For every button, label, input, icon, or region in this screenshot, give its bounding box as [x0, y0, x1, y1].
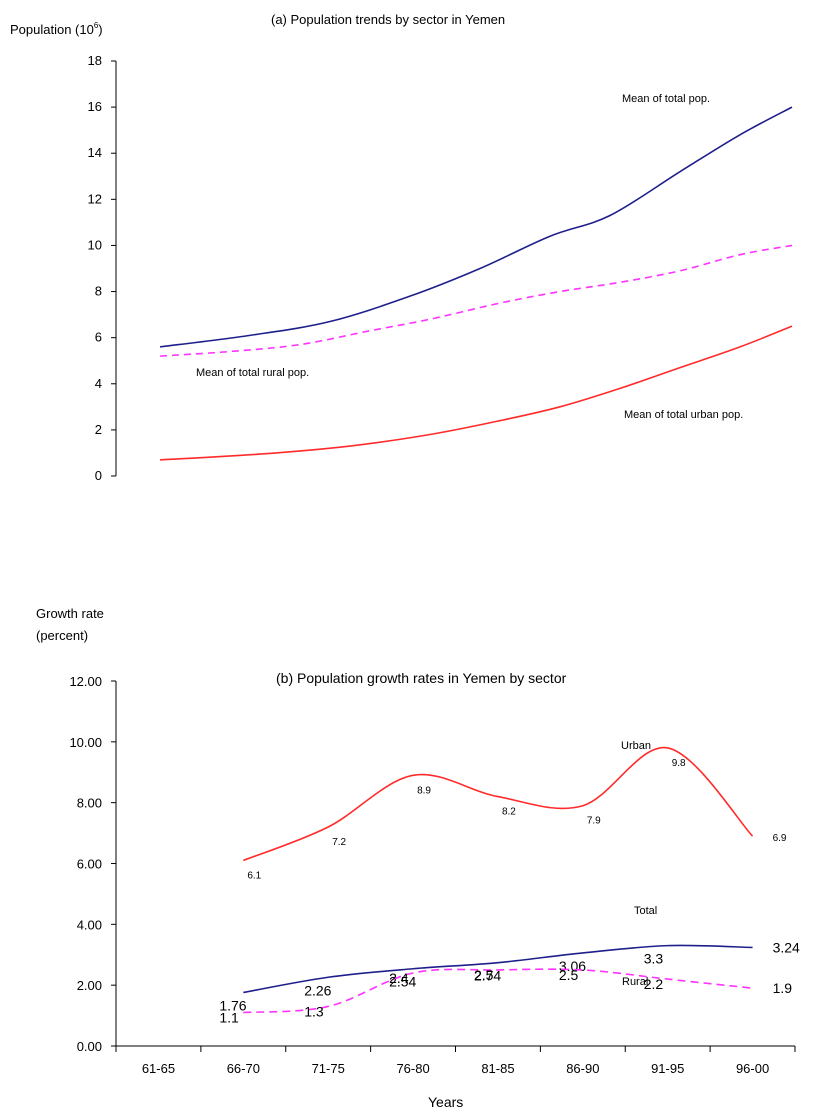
chart-b-data-label: 2.5 — [474, 967, 494, 983]
chart-a-ytick-label: 14 — [88, 145, 102, 160]
chart-b-data-label: 3.24 — [773, 939, 800, 955]
chart-b-ytick-label: 0.00 — [77, 1039, 102, 1054]
chart-b-xtick-label: 71-75 — [312, 1061, 345, 1076]
chart-b-label-rural: Rural — [622, 976, 648, 988]
chart-b-data-label: 1.1 — [219, 1010, 239, 1026]
chart-b-xtick-label: 91-95 — [651, 1061, 684, 1076]
chart-a-ytick-label: 12 — [88, 191, 102, 206]
chart-b-data-label: 1.76 — [219, 997, 246, 1013]
chart-b-data-label: 8.9 — [417, 785, 431, 796]
chart-b-xtick-label: 81-85 — [481, 1061, 514, 1076]
chart-a-ytick-label: 0 — [95, 468, 102, 483]
chart-b-data-label: 2.26 — [304, 982, 331, 998]
chart-b-data-label: 1.3 — [304, 1003, 324, 1019]
chart-a-ytick-label: 8 — [95, 284, 102, 299]
chart-b-data-label: 2.2 — [644, 976, 664, 992]
chart-b-xtick-label: 76-80 — [396, 1061, 429, 1076]
chart-b-series-line — [243, 944, 753, 994]
chart-b-data-label: 2.4 — [389, 970, 409, 986]
chart-b-ylabel-line2: (percent) — [36, 628, 88, 643]
chart-a-ytick-label: 16 — [88, 99, 102, 114]
chart-a-ytick-label: 4 — [95, 376, 102, 391]
chart-a-title: (a) Population trends by sector in Yemen — [271, 12, 505, 27]
chart-b-data-label: 2.74 — [474, 968, 501, 984]
chart-a-ylabel: Population (106) — [10, 21, 103, 37]
chart-a-series-line — [159, 244, 793, 357]
chart-a-label-total: Mean of total pop. — [622, 93, 710, 105]
chart-b-data-label: 2.5 — [559, 967, 579, 983]
chart-b-ylabel-line1: Growth rate — [36, 606, 104, 621]
chart-b-label-total: Total — [634, 905, 657, 917]
chart-a-ytick-label: 10 — [88, 237, 102, 252]
chart-b-ytick-label: 6.00 — [77, 857, 102, 872]
chart-b-data-label: 7.9 — [587, 816, 601, 827]
chart-b-ytick-label: 12.00 — [69, 674, 102, 689]
chart-b-ytick-label: 2.00 — [77, 978, 102, 993]
chart-b-data-label: 6.1 — [247, 870, 261, 881]
chart-a-series-line — [159, 106, 793, 348]
chart-b-ytick-label: 10.00 — [69, 735, 102, 750]
chart-b-xtick-label: 96-00 — [736, 1061, 769, 1076]
chart-b-xtick-label: 86-90 — [566, 1061, 599, 1076]
chart-a-ytick-label: 6 — [95, 330, 102, 345]
chart-a-series-line — [159, 325, 793, 461]
chart-b-series-line — [243, 747, 754, 862]
chart-b-series-line — [243, 968, 753, 1014]
chart-b-xtick-label: 61-65 — [142, 1061, 175, 1076]
chart-a-ytick-label: 2 — [95, 422, 102, 437]
chart-a-label-urban: Mean of total urban pop. — [624, 409, 743, 421]
chart-b-label-urban: Urban — [621, 740, 651, 752]
chart-b-data-label: 3.3 — [644, 951, 664, 967]
chart-b-data-label: 1.9 — [773, 980, 793, 996]
chart-b-ytick-label: 4.00 — [77, 917, 102, 932]
chart-b-data-label: 6.9 — [773, 833, 787, 844]
chart-b-xtick-label: 66-70 — [227, 1061, 260, 1076]
chart-b-xlabel: Years — [428, 1094, 463, 1110]
chart-b-title: (b) Population growth rates in Yemen by … — [276, 670, 567, 686]
chart-b-data-label: 8.2 — [502, 807, 516, 818]
chart-a-ytick-label: 18 — [88, 53, 102, 68]
chart-b-data-label: 9.8 — [672, 758, 686, 769]
chart-b-data-label: 7.2 — [332, 837, 346, 848]
chart-a-label-rural: Mean of total rural pop. — [196, 367, 309, 379]
chart-b-ytick-label: 8.00 — [77, 796, 102, 811]
